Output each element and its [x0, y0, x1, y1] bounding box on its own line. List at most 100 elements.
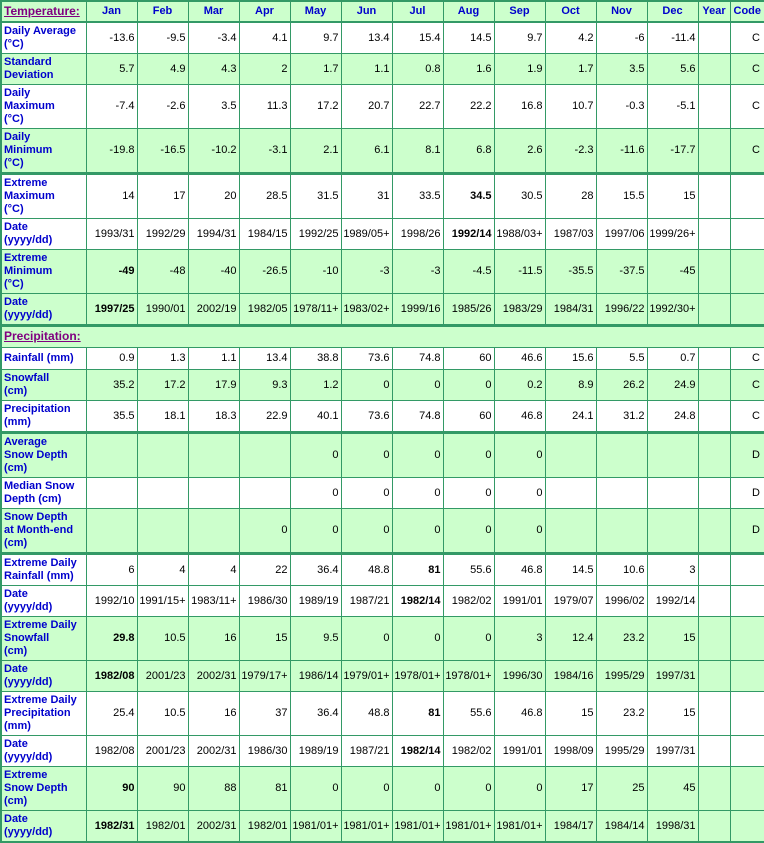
value-cell: -6: [595, 21, 648, 54]
data-row: Snow Depth at Month-end (cm) 0 0 0 0 0 0 D: [0, 508, 764, 554]
value-cell: 4: [136, 552, 189, 586]
value-cell: 5.6: [646, 53, 699, 85]
value-cell: [187, 508, 240, 554]
value-cell: 2002/31: [187, 660, 240, 692]
value-cell: [187, 431, 240, 478]
row-label: Daily Minimum (°C): [0, 128, 87, 174]
value-cell: 1992/30+: [646, 293, 699, 326]
value-cell: 0: [289, 477, 342, 509]
value-cell: 0: [442, 369, 495, 401]
data-row: Average Snow Depth (cm) 0 0 0 0 0 D: [0, 431, 764, 478]
value-cell: 35.5: [85, 400, 138, 433]
value-cell: 31.5: [289, 172, 342, 219]
value-cell: 12.4: [544, 616, 597, 661]
value-cell: 13.4: [238, 347, 291, 370]
value-cell: 2001/23: [136, 735, 189, 767]
value-cell: 2002/31: [187, 810, 240, 843]
value-cell: 0: [391, 766, 444, 811]
year-cell: [697, 735, 731, 767]
value-cell: -13.6: [85, 21, 138, 54]
code-cell: C: [729, 53, 764, 85]
code-cell: D: [729, 431, 764, 478]
value-cell: 18.3: [187, 400, 240, 433]
value-cell: -37.5: [595, 249, 648, 294]
value-cell: 2.1: [289, 128, 342, 174]
year-cell: [697, 400, 731, 433]
value-cell: 1984/14: [595, 810, 648, 843]
value-cell: 0: [340, 766, 393, 811]
value-cell: -11.6: [595, 128, 648, 174]
value-cell: 1.3: [136, 347, 189, 370]
value-cell: 45: [646, 766, 699, 811]
value-cell: [595, 477, 648, 509]
value-cell: 5.7: [85, 53, 138, 85]
value-cell: 1982/05: [238, 293, 291, 326]
code-cell: [729, 660, 764, 692]
data-row: Daily Minimum (°C) -19.8 -16.5 -10.2 -3.1 2.1…: [0, 128, 764, 174]
value-cell: 1982/31: [85, 810, 138, 843]
row-label: Extreme Maximum (°C): [0, 172, 87, 219]
value-cell: 0: [340, 508, 393, 554]
precipitation-section-link[interactable]: Precipitation:: [4, 329, 81, 343]
data-row: Median Snow Depth (cm) 0 0 0 0 0 D: [0, 477, 764, 509]
value-cell: 73.6: [340, 347, 393, 370]
value-cell: 1982/08: [85, 735, 138, 767]
row-label: Rainfall (mm): [0, 347, 87, 370]
value-cell: -2.6: [136, 84, 189, 129]
year-cell: [697, 477, 731, 509]
month-header-apr: Apr: [238, 0, 291, 23]
row-label: Extreme Daily Precipitation (mm): [0, 691, 87, 736]
value-cell: 1989/19: [289, 585, 342, 617]
value-cell: 4.9: [136, 53, 189, 85]
value-cell: 17: [136, 172, 189, 219]
value-cell: 0: [493, 508, 546, 554]
value-cell: 1995/29: [595, 660, 648, 692]
row-label: Extreme Daily Rainfall (mm): [0, 552, 87, 586]
month-header-aug: Aug: [442, 0, 495, 23]
value-cell: 9.7: [289, 21, 342, 54]
value-cell: 1982/01: [238, 810, 291, 843]
value-cell: 1978/11+: [289, 293, 342, 326]
value-cell: 3: [646, 552, 699, 586]
row-label: Date (yyyy/dd): [0, 660, 87, 692]
value-cell: -40: [187, 249, 240, 294]
value-cell: 15.4: [391, 21, 444, 54]
value-cell: -3.1: [238, 128, 291, 174]
value-cell: -3.4: [187, 21, 240, 54]
value-cell: 0: [493, 477, 546, 509]
value-cell: 22.7: [391, 84, 444, 129]
value-cell: 1989/19: [289, 735, 342, 767]
value-cell: 2002/31: [187, 735, 240, 767]
value-cell: 1997/31: [646, 660, 699, 692]
data-row: Snowfall (cm) 35.2 17.2 17.9 9.3 1.2 0 0 0 0.2 8.9…: [0, 369, 764, 401]
value-cell: 1991/01: [493, 735, 546, 767]
value-cell: 16.8: [493, 84, 546, 129]
temperature-section-link[interactable]: Temperature:: [4, 3, 80, 18]
code-cell: [729, 293, 764, 326]
row-label: Standard Deviation: [0, 53, 87, 85]
row-label: Date (yyyy/dd): [0, 810, 87, 843]
row-label: Extreme Minimum (°C): [0, 249, 87, 294]
value-cell: 0: [340, 477, 393, 509]
data-row: Daily Maximum (°C) -7.4 -2.6 3.5 11.3 17.2 20.…: [0, 84, 764, 129]
value-cell: 1981/01+: [340, 810, 393, 843]
value-cell: -49: [85, 249, 138, 294]
year-cell: [697, 128, 731, 174]
value-cell: 1992/14: [442, 218, 495, 250]
value-cell: 1999/16: [391, 293, 444, 326]
value-cell: [238, 431, 291, 478]
value-cell: 1987/21: [340, 735, 393, 767]
value-cell: 55.6: [442, 691, 495, 736]
value-cell: 0: [442, 766, 495, 811]
value-cell: 1.1: [340, 53, 393, 85]
value-cell: 0: [442, 477, 495, 509]
row-label: Snowfall (cm): [0, 369, 87, 401]
year-cell: [697, 810, 731, 843]
value-cell: 1.6: [442, 53, 495, 85]
value-cell: 1999/26+: [646, 218, 699, 250]
value-cell: 15: [238, 616, 291, 661]
data-row: Extreme Snow Depth (cm) 90 90 88 81 0 0 0 0 0 17 25…: [0, 766, 764, 811]
value-cell: 1978/01+: [442, 660, 495, 692]
value-cell: 30.5: [493, 172, 546, 219]
year-column-header: Year: [697, 0, 731, 23]
